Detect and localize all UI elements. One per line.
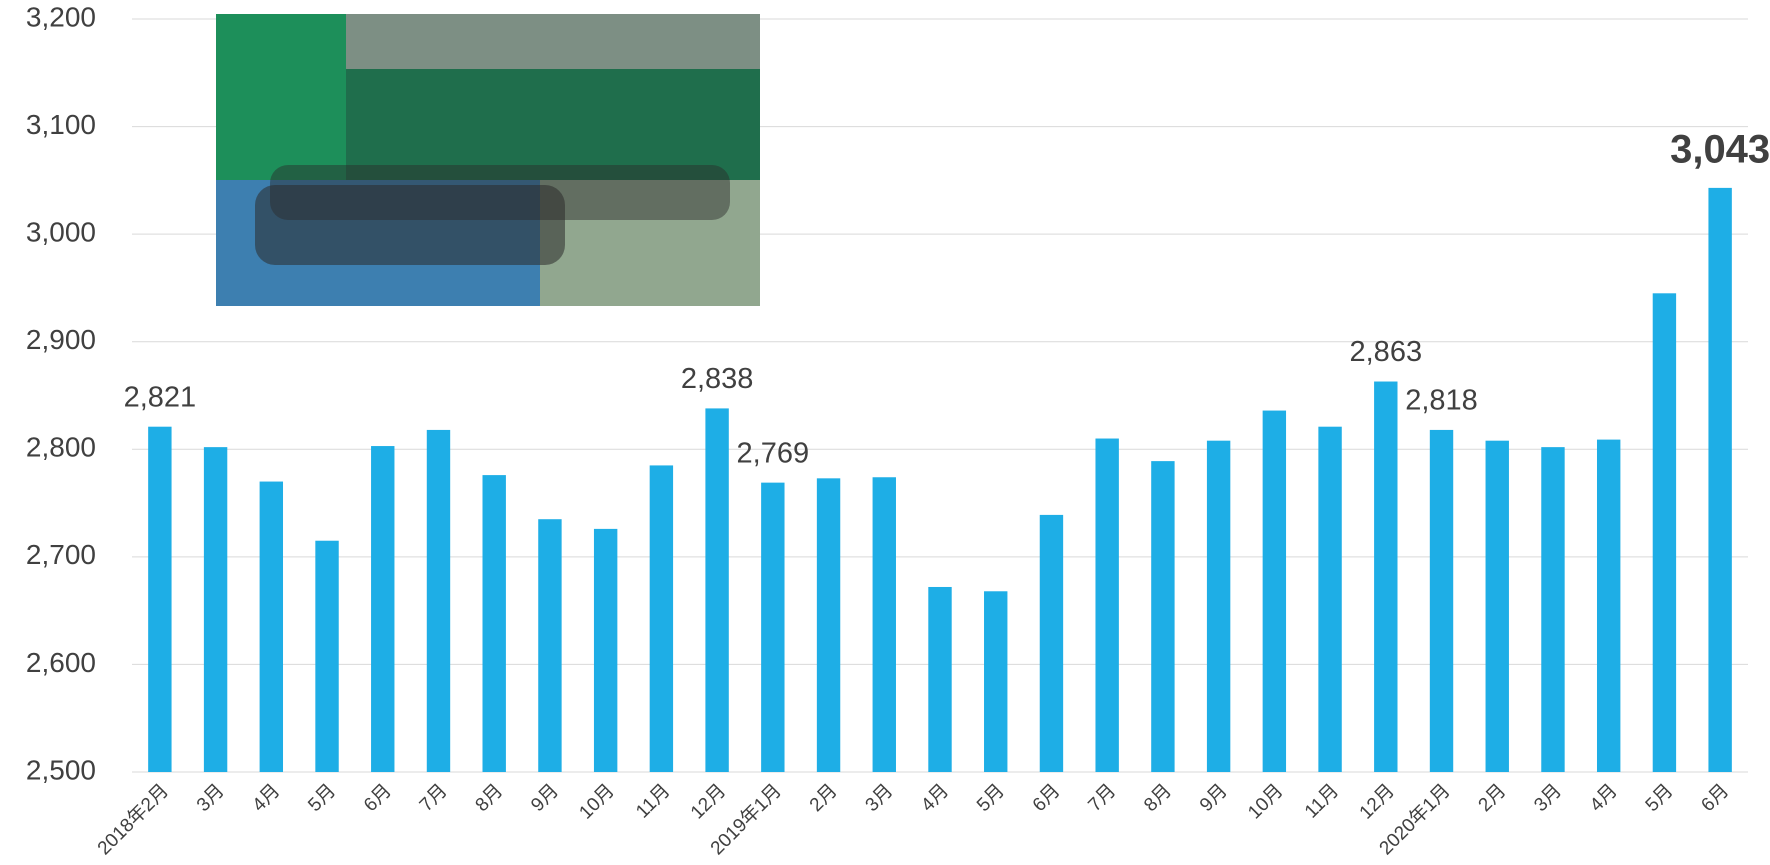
data-label: 2,818 <box>1405 385 1478 417</box>
data-label: 2,863 <box>1350 336 1423 368</box>
x-tick-label: 6月 <box>1697 780 1733 816</box>
bar <box>928 586 952 772</box>
data-label: 3,043 <box>1670 127 1770 171</box>
bar <box>203 447 228 772</box>
x-tick-label: 8月 <box>1140 780 1176 816</box>
x-tick-label: 11月 <box>632 780 674 822</box>
x-tick-label: 2月 <box>1475 780 1511 816</box>
bar <box>1652 293 1677 772</box>
data-label: 2,769 <box>737 437 810 469</box>
bar <box>1429 429 1454 772</box>
y-tick-label: 2,800 <box>26 432 96 463</box>
x-tick-label: 6月 <box>360 780 396 816</box>
bar <box>1095 438 1119 772</box>
y-tick-label: 2,700 <box>26 539 96 570</box>
photo-people <box>255 165 730 265</box>
x-tick-label: 3月 <box>193 780 229 816</box>
y-tick-label: 3,100 <box>26 109 96 140</box>
x-tick-label: 5月 <box>304 780 340 816</box>
bar <box>1151 461 1175 772</box>
bars <box>148 187 1732 772</box>
photo-floor-light <box>540 180 760 306</box>
bar <box>593 528 618 772</box>
x-tick-label: 5月 <box>1642 780 1678 816</box>
bar <box>872 477 896 772</box>
bar <box>1262 410 1287 772</box>
x-tick-label: 9月 <box>1196 780 1232 816</box>
x-tick-label: 12月 <box>1356 780 1399 823</box>
bar <box>1708 187 1732 772</box>
x-tick-label: 9月 <box>527 780 563 816</box>
bar <box>1206 440 1231 772</box>
bar <box>649 465 674 772</box>
grid: 2,500 2,600 2,700 2,800 2,900 3,000 3,100 3,200 <box>26 1 1748 785</box>
bar <box>761 482 785 772</box>
bar <box>1039 514 1064 772</box>
data-label: 2,838 <box>681 363 754 395</box>
x-tick-label: 10月 <box>1244 780 1287 823</box>
x-tick-label: 8月 <box>472 780 508 816</box>
bar <box>371 446 395 772</box>
bar <box>148 426 172 772</box>
y-tick-label: 2,600 <box>26 647 96 678</box>
x-tick-label: 2018年2月 <box>93 780 173 860</box>
photo <box>216 14 760 306</box>
x-tick-label: 3月 <box>862 780 898 816</box>
x-tick-label: 2月 <box>806 780 842 816</box>
bar <box>315 540 339 772</box>
x-tick-label: 4月 <box>249 780 285 816</box>
bar <box>538 519 562 772</box>
bar <box>1318 426 1342 772</box>
bar <box>984 591 1008 772</box>
y-tick-label: 2,900 <box>26 324 96 355</box>
x-tick-label: 3月 <box>1530 780 1566 816</box>
x-tick-label: 12月 <box>687 780 730 823</box>
bar <box>816 478 841 772</box>
x-tick-label: 7月 <box>1084 780 1120 816</box>
y-tick-label: 2,500 <box>26 754 96 785</box>
bar <box>259 481 284 772</box>
x-tick-label: 6月 <box>1029 780 1065 816</box>
y-tick-label: 3,200 <box>26 1 96 32</box>
bar <box>426 429 451 772</box>
bar <box>482 475 506 772</box>
bar <box>1541 447 1565 772</box>
y-tick-label: 3,000 <box>26 217 96 248</box>
bar <box>1596 439 1621 772</box>
x-tick-label: 11月 <box>1301 780 1343 822</box>
x-tick-label: 10月 <box>576 780 619 823</box>
x-tick-label: 7月 <box>416 780 452 816</box>
bar <box>1485 440 1509 772</box>
x-tick-label: 5月 <box>973 780 1009 816</box>
bar <box>1374 381 1398 772</box>
bar <box>705 408 729 772</box>
data-label: 2,821 <box>124 381 197 413</box>
x-tick-label: 4月 <box>917 780 953 816</box>
x-tick-label: 4月 <box>1586 780 1622 816</box>
